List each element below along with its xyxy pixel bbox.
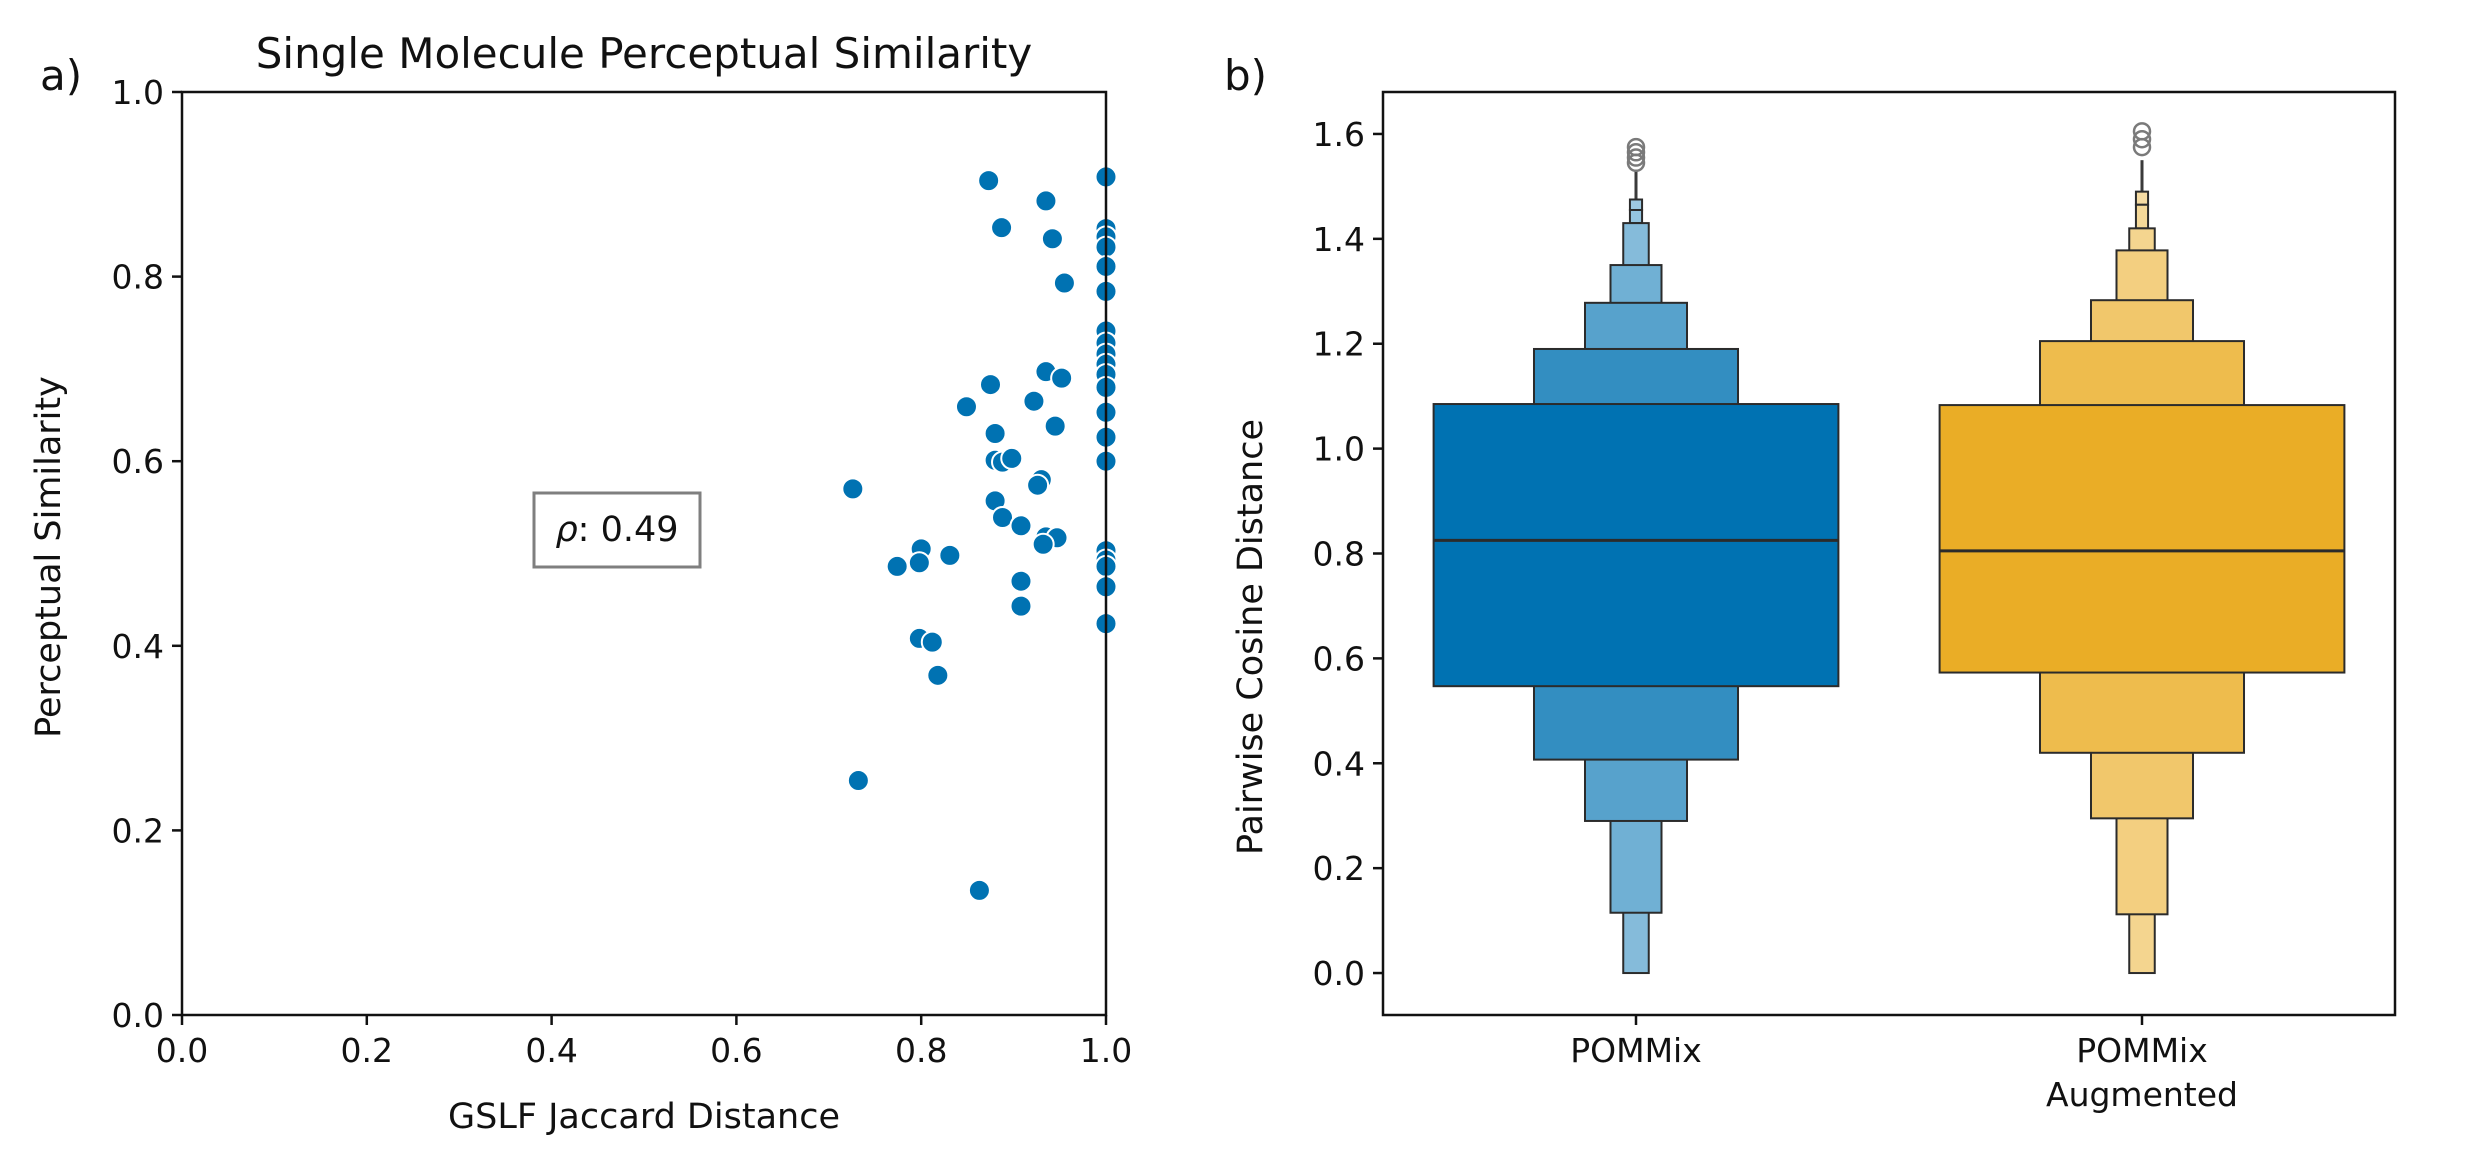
scatter-point bbox=[1022, 389, 1046, 413]
scatter-x-tick-label: 1.0 bbox=[1080, 1031, 1132, 1070]
scatter-point bbox=[1009, 569, 1033, 593]
scatter-point bbox=[1043, 414, 1067, 438]
scatter-point bbox=[926, 663, 950, 687]
boxen-category-label: POMMix bbox=[2076, 1031, 2208, 1070]
scatter-point bbox=[1000, 446, 1024, 470]
scatter-y-tick-label: 0.8 bbox=[112, 258, 164, 297]
scatter-y-tick-label: 0.2 bbox=[112, 811, 164, 850]
scatter-point bbox=[1009, 594, 1033, 618]
scatter-point bbox=[990, 216, 1014, 240]
boxen-plot-frame bbox=[1381, 90, 2397, 1017]
scatter-y-tick-label: 0.6 bbox=[112, 442, 164, 481]
scatter-x-tick-label: 0.8 bbox=[895, 1031, 947, 1070]
boxen-y-tick-label: 0.4 bbox=[1313, 744, 1365, 783]
boxen-group bbox=[1938, 122, 2346, 975]
scatter-point bbox=[885, 554, 909, 578]
scatter-x-axis-label: GSLF Jaccard Distance bbox=[448, 1097, 840, 1137]
scatter-point bbox=[954, 395, 978, 419]
scatter-point bbox=[1026, 473, 1050, 497]
boxen-outlier bbox=[2132, 122, 2152, 141]
scatter-x-tick-label: 0.6 bbox=[710, 1031, 762, 1070]
boxen-level bbox=[2134, 190, 2150, 206]
scatter-plot-frame bbox=[180, 90, 1108, 1017]
boxen-y-axis-label: Pairwise Cosine Distance bbox=[1231, 419, 1271, 855]
boxen-outlier bbox=[1626, 137, 1646, 157]
scatter-point bbox=[977, 169, 1001, 193]
boxen-group bbox=[1432, 137, 1840, 975]
scatter-panel: a) Single Molecule Perceptual Similarity… bbox=[29, 29, 1132, 1137]
scatter-x-tick-label: 0.0 bbox=[156, 1031, 208, 1070]
boxen-category-label: POMMix bbox=[1570, 1031, 1702, 1070]
boxen-y-tick-label: 1.0 bbox=[1313, 430, 1365, 469]
scatter-y-axis-label: Perceptual Similarity bbox=[29, 376, 69, 738]
scatter-point bbox=[846, 769, 870, 793]
scatter-point bbox=[979, 373, 1002, 397]
boxen-y-tick-label: 1.6 bbox=[1313, 115, 1365, 154]
panel-a-label: a) bbox=[40, 51, 82, 100]
boxen-outlier bbox=[1626, 143, 1646, 162]
scatter-y-tick-label: 1.0 bbox=[112, 73, 164, 112]
annotation-box bbox=[532, 491, 702, 569]
scatter-y-tick-label: 0.4 bbox=[112, 627, 164, 666]
scatter-point bbox=[1009, 514, 1033, 538]
scatter-point bbox=[1040, 227, 1064, 251]
scatter-point bbox=[1031, 532, 1055, 556]
boxen-level bbox=[2134, 203, 2150, 230]
scatter-points bbox=[841, 165, 1118, 902]
panel-b-label: b) bbox=[1224, 51, 1267, 100]
scatter-y-tick-label: 0.0 bbox=[112, 996, 164, 1035]
boxen-y-tick-label: 0.0 bbox=[1313, 954, 1365, 993]
boxen-y-tick-label: 1.2 bbox=[1313, 325, 1365, 364]
correlation-annotation: ρ: 0.49 bbox=[532, 491, 702, 569]
boxen-boxes bbox=[1432, 122, 2346, 975]
scatter-point bbox=[907, 551, 931, 575]
scatter-x-tick-label: 0.4 bbox=[525, 1031, 577, 1070]
boxen-level bbox=[1432, 403, 1840, 688]
scatter-point bbox=[938, 543, 962, 567]
scatter-title: Single Molecule Perceptual Similarity bbox=[256, 29, 1033, 78]
scatter-point bbox=[920, 630, 944, 654]
boxen-level bbox=[1628, 198, 1644, 211]
scatter-point bbox=[1052, 271, 1076, 295]
boxen-level bbox=[1628, 208, 1644, 225]
scatter-point bbox=[1050, 366, 1074, 390]
scatter-x-tick-label: 0.2 bbox=[341, 1031, 393, 1070]
boxen-panel: b) Pairwise Cosine Distance 0.0 0.2 0.4 0.6… bbox=[1224, 51, 2397, 1114]
scatter-point bbox=[1034, 189, 1058, 213]
boxen-y-tick-label: 1.4 bbox=[1313, 220, 1365, 259]
boxen-category-label: Augmented bbox=[2046, 1075, 2238, 1114]
scatter-ticks: 0.0 0.2 0.4 0.6 0.8 1.0 0.0 0.2 0.4 0.6 0.8 1.0 bbox=[112, 73, 1133, 1070]
scatter-point bbox=[967, 878, 991, 902]
boxen-y-tick-label: 0.2 bbox=[1313, 849, 1365, 888]
boxen-outlier bbox=[2132, 129, 2152, 149]
rho-symbol: ρ bbox=[555, 510, 577, 550]
scatter-point bbox=[991, 506, 1015, 530]
scatter-point bbox=[983, 422, 1007, 446]
boxen-level bbox=[1938, 404, 2346, 674]
scatter-point bbox=[841, 477, 865, 501]
annotation-label: ρ: 0.49 bbox=[555, 510, 678, 550]
boxen-outlier bbox=[1626, 148, 1646, 167]
boxen-y-tick-label: 0.6 bbox=[1313, 639, 1365, 678]
boxen-ticks: 0.0 0.2 0.4 0.6 0.8 1.0 1.2 1.4 1.6 POMMix POMMix A… bbox=[1313, 115, 2238, 1114]
rho-value: : 0.49 bbox=[578, 510, 679, 550]
boxen-y-tick-label: 0.8 bbox=[1313, 535, 1365, 574]
